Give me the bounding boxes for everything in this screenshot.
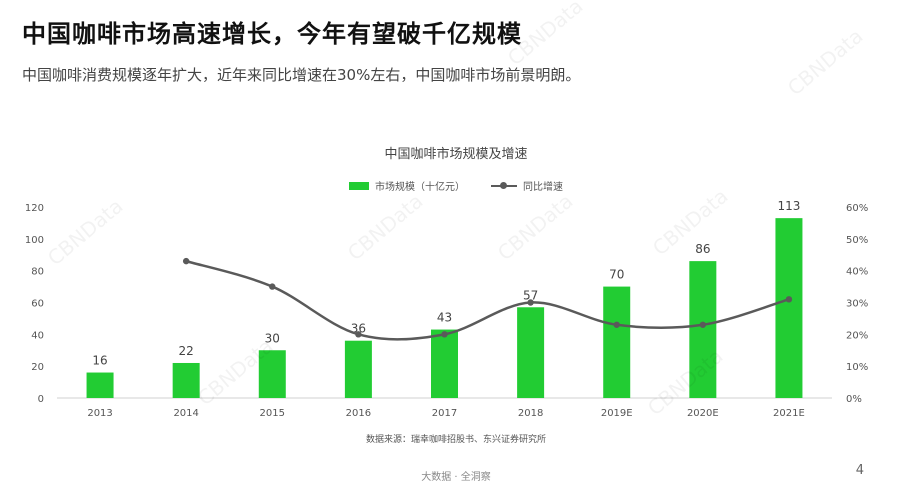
bar — [517, 307, 545, 398]
y-right-tick-label: 50% — [846, 235, 868, 246]
y-right-tick-label: 40% — [846, 267, 868, 278]
bar-value-label: 43 — [437, 311, 452, 325]
x-tick-label: 2020E — [687, 408, 719, 419]
data-source-note: 数据来源：瑞幸咖啡招股书、东兴证券研究所 — [365, 435, 546, 445]
bar-value-label: 22 — [179, 344, 194, 358]
x-tick-label: 2013 — [87, 408, 112, 419]
page-subheadline: 中国咖啡消费规模逐年扩大，近年来同比增速在30%左右，中国咖啡市场前景明朗。 — [22, 66, 581, 84]
growth-rate-point — [441, 331, 448, 338]
y-left-tick-label: 100 — [25, 235, 44, 246]
x-tick-label: 2019E — [601, 408, 633, 419]
growth-rate-point — [355, 331, 362, 338]
bar-value-label: 86 — [695, 242, 710, 256]
y-left-tick-label: 120 — [25, 203, 44, 214]
bar-value-label: 16 — [92, 354, 107, 368]
x-tick-label: 2017 — [432, 408, 457, 419]
legend-bar-swatch — [349, 181, 369, 190]
bar — [86, 372, 114, 398]
y-right-tick-label: 30% — [846, 299, 868, 310]
bar-value-label: 57 — [523, 288, 538, 302]
page-headline: 中国咖啡市场高速增长，今年有望破千亿规模 — [22, 20, 522, 48]
bar — [689, 261, 717, 398]
chart-title: 中国咖啡市场规模及增速 — [384, 147, 528, 162]
legend-item-bar: 市场规模（十亿元） — [349, 178, 465, 193]
x-tick-label: 2015 — [260, 408, 285, 419]
x-tick-label: 2021E — [773, 408, 805, 419]
growth-rate-point — [527, 299, 534, 306]
growth-rate-point — [182, 257, 190, 265]
y-left-tick-label: 0 — [38, 394, 44, 405]
bar-value-label: 30 — [265, 331, 280, 345]
legend-line-label: 同比增速 — [523, 182, 563, 193]
growth-rate-point — [785, 296, 793, 303]
page-number: 4 — [855, 463, 864, 478]
y-left-tick-label: 40 — [31, 330, 44, 341]
growth-rate-point — [613, 321, 620, 328]
legend-item-line: 同比增速 — [491, 178, 563, 193]
growth-rate-line — [185, 259, 790, 341]
bar — [172, 362, 200, 398]
bar — [603, 286, 631, 398]
chart-legend: 市场规模（十亿元） 同比增速 — [0, 178, 912, 193]
x-tick-label: 2018 — [518, 408, 543, 419]
y-right-tick-label: 0% — [846, 394, 862, 405]
bar — [344, 340, 372, 398]
y-left-tick-label: 80 — [31, 267, 44, 278]
y-left-tick-label: 60 — [31, 299, 44, 310]
y-right-tick-label: 20% — [846, 330, 868, 341]
bar-value-label: 113 — [777, 199, 800, 213]
x-tick-label: 2014 — [173, 408, 198, 419]
bar — [258, 350, 286, 398]
y-left-tick-label: 20 — [31, 362, 44, 373]
growth-rate-point — [269, 283, 276, 290]
growth-rate-point — [699, 321, 707, 328]
legend-bar-label: 市场规模（十亿元） — [375, 182, 465, 193]
footer-slogan: 大数据 · 全洞察 — [421, 472, 491, 483]
bar-value-label: 70 — [609, 268, 624, 282]
y-right-tick-label: 10% — [846, 362, 868, 373]
y-right-tick-label: 60% — [846, 203, 868, 214]
bar — [775, 218, 803, 398]
x-tick-label: 2016 — [346, 408, 371, 419]
bar — [431, 329, 458, 398]
legend-line-swatch — [491, 181, 517, 191]
